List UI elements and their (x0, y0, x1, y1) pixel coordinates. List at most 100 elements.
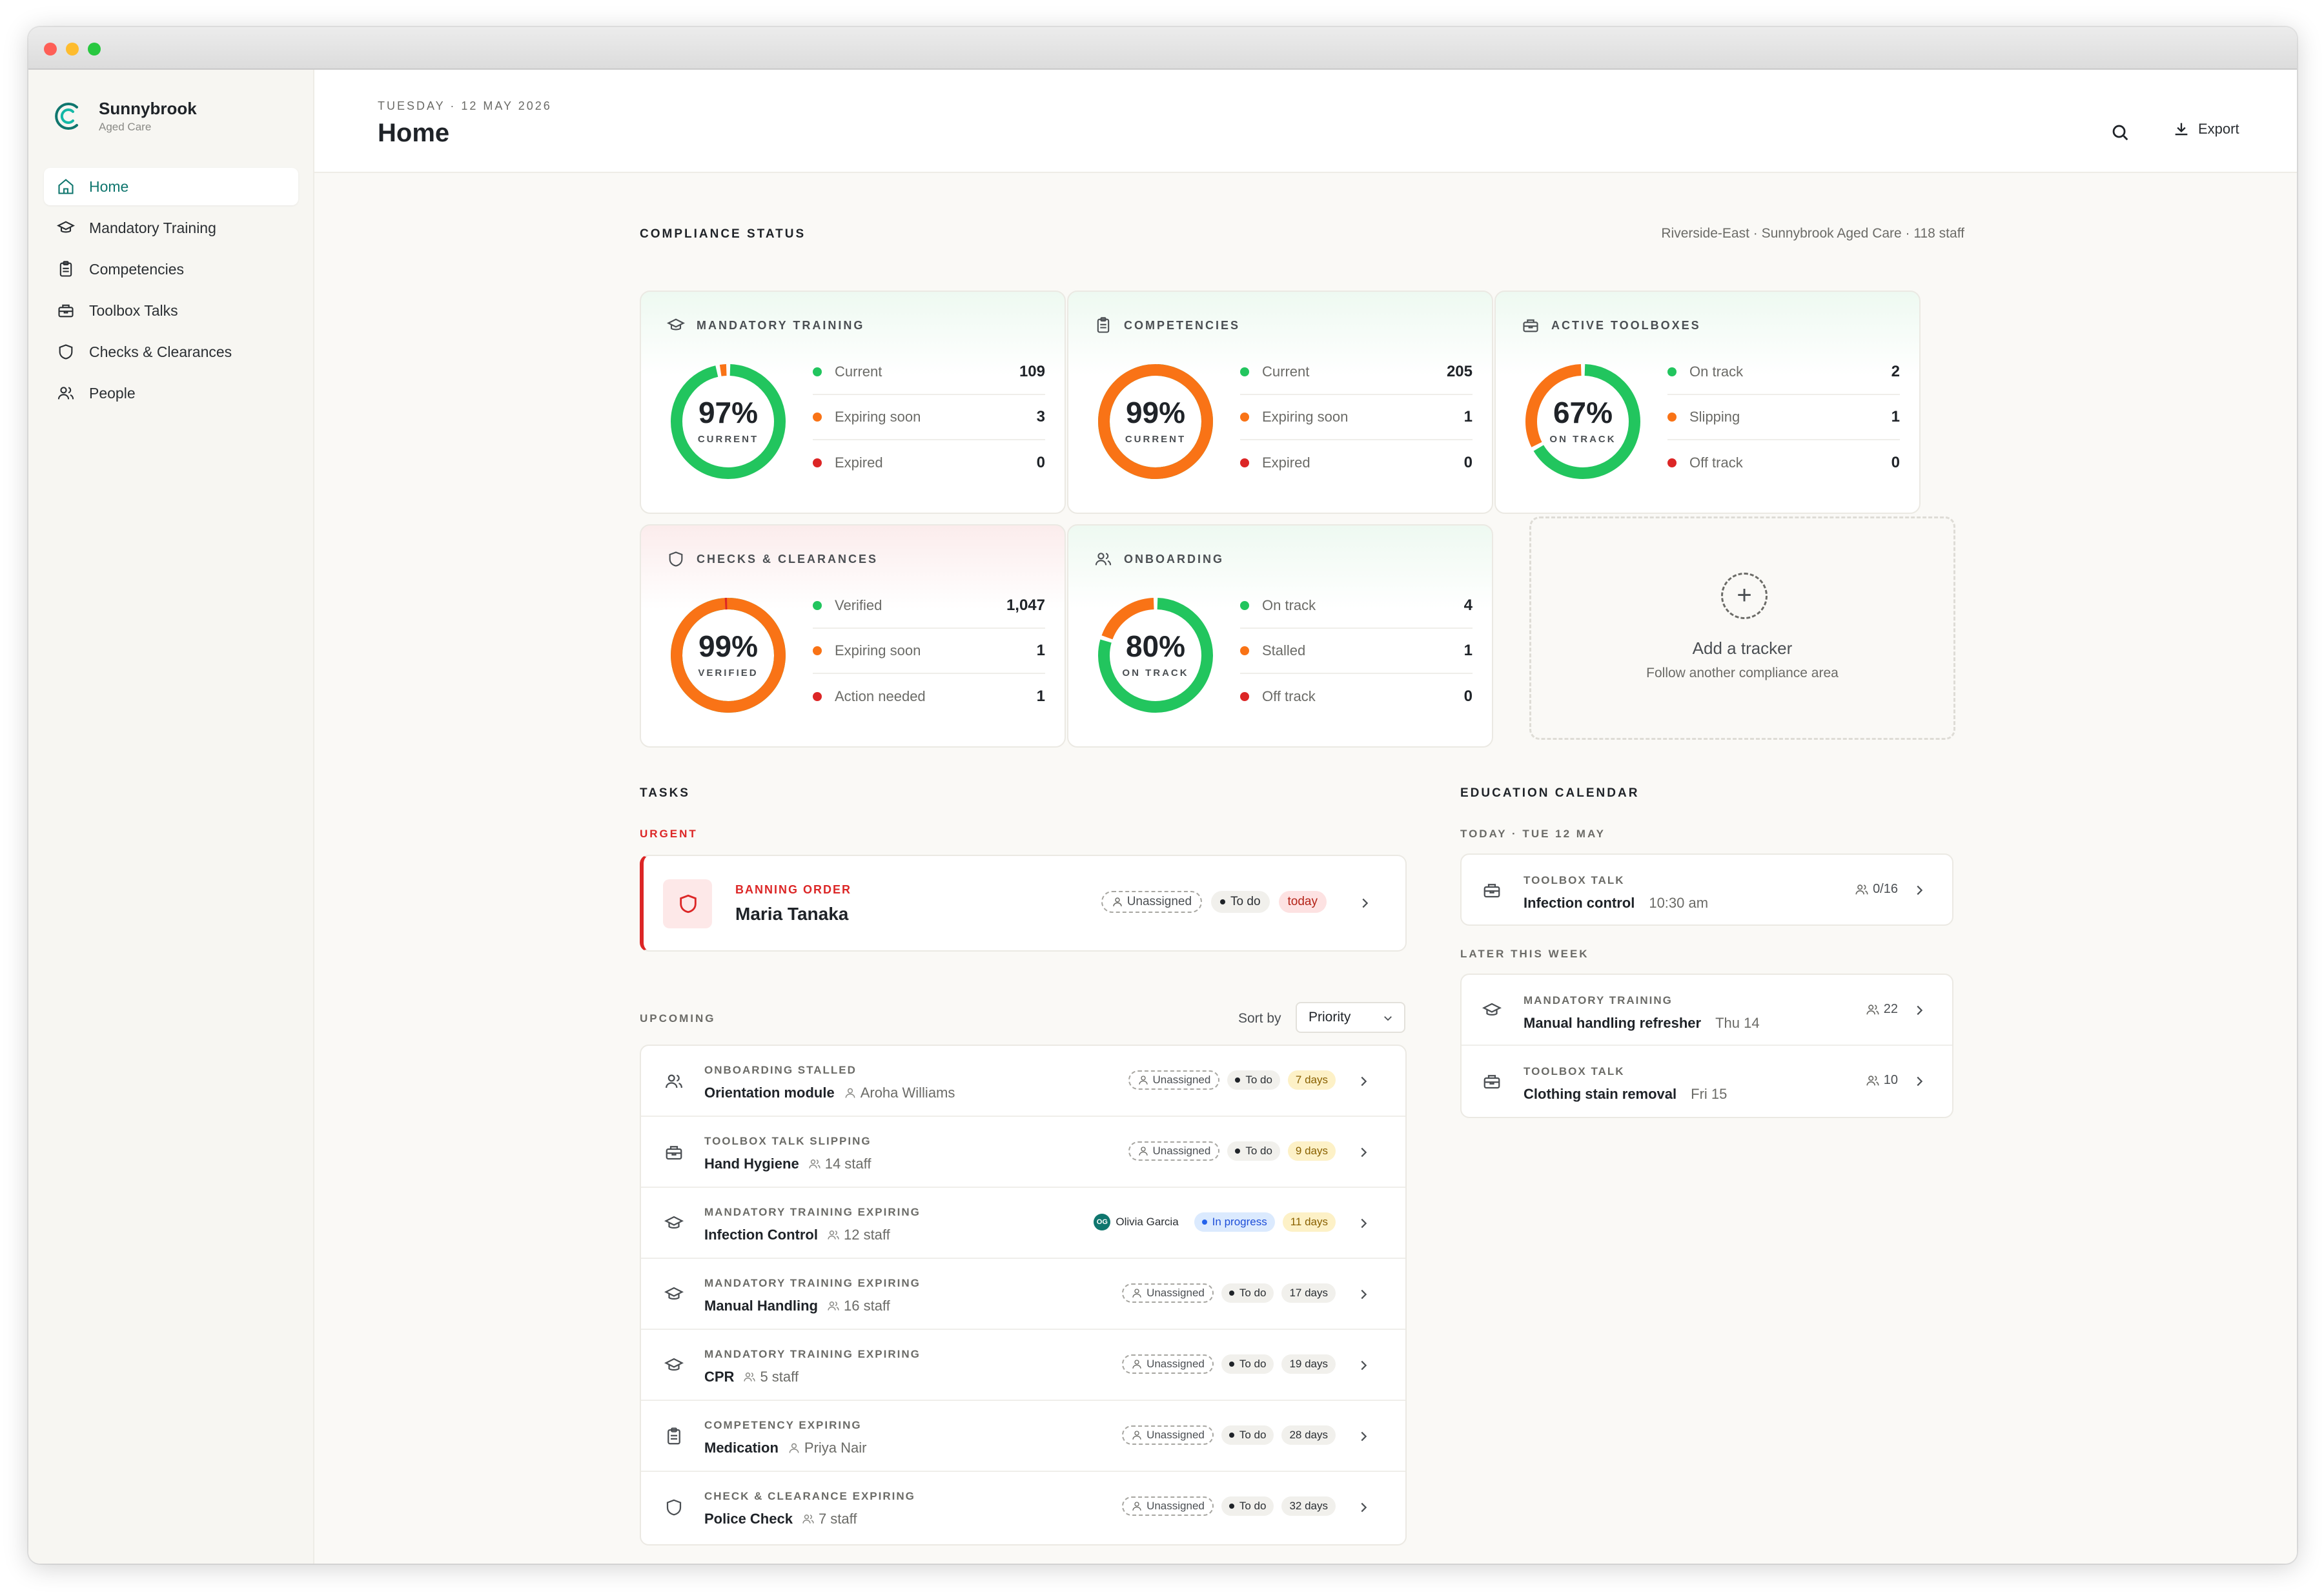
compliance-card[interactable]: ACTIVE TOOLBOXES 67% ON TRACK On track 2 S… (1494, 291, 1921, 514)
donut-current-arc (1525, 364, 1640, 479)
chevron-right-icon[interactable] (1356, 1429, 1371, 1444)
chevron-right-icon[interactable] (1356, 1216, 1371, 1230)
urgent-task-kind: BANNING ORDER (735, 883, 852, 896)
search-icon[interactable] (2109, 121, 2131, 143)
legend-label: Off track (1262, 688, 1316, 704)
assignee-chip[interactable]: Unassigned (1128, 1070, 1220, 1090)
assignee-chip[interactable]: Unassigned (1122, 1283, 1214, 1303)
due-chip: today (1278, 891, 1327, 913)
chevron-right-icon[interactable] (1912, 1003, 1926, 1017)
chevron-right-icon[interactable] (1356, 1074, 1371, 1088)
upcoming-task-list: ONBOARDING STALLED Orientation module Aro… (640, 1045, 1407, 1546)
compliance-context: Riverside-East · Sunnybrook Aged Care · … (1661, 226, 1964, 241)
page-date: TUESDAY · 12 MAY 2026 (378, 99, 552, 112)
graduation-cap-icon (664, 1216, 684, 1229)
task-row[interactable]: COMPETENCY EXPIRING Medication Priya Nair… (641, 1401, 1405, 1472)
chevron-right-icon[interactable] (1356, 1287, 1371, 1301)
zoom-window-button[interactable] (88, 43, 101, 56)
calendar-event[interactable]: TOOLBOX TALK Clothing stain removal Fri 1… (1462, 1046, 1952, 1117)
sidebar-item-label: Mandatory Training (89, 219, 216, 236)
legend-value: 0 (1036, 454, 1045, 471)
people-icon (809, 1159, 821, 1168)
task-meta-label: 7 staff (818, 1511, 857, 1527)
brand: Sunnybrook Aged Care (53, 99, 197, 134)
task-row[interactable]: MANDATORY TRAINING EXPIRING CPR 5 staff U… (641, 1330, 1405, 1401)
card-title-label: COMPETENCIES (1124, 318, 1241, 332)
minimize-window-button[interactable] (66, 43, 79, 56)
add-tracker-subtitle: Follow another compliance area (1646, 666, 1839, 680)
legend-value: 2 (1891, 363, 1900, 380)
sidebar-item-competencies[interactable]: Competencies (44, 250, 298, 288)
assignee-chip[interactable]: Unassigned (1122, 1354, 1214, 1374)
status-dot (813, 601, 822, 610)
sidebar-item-mandatory-training[interactable]: Mandatory Training (44, 209, 298, 247)
brand-subtitle: Aged Care (99, 121, 152, 133)
task-row[interactable]: CHECK & CLEARANCE EXPIRING Police Check 7… (641, 1472, 1405, 1543)
card-title-label: ACTIVE TOOLBOXES (1551, 318, 1701, 332)
sidebar-item-label: People (89, 384, 136, 402)
assignee-chip[interactable]: Unassigned (1122, 1496, 1214, 1516)
chevron-right-icon[interactable] (1358, 896, 1372, 910)
task-chips: Unassigned To do 28 days (1114, 1425, 1336, 1445)
legend-label: Expired (1262, 454, 1310, 471)
card-title-label: ONBOARDING (1124, 552, 1224, 566)
chevron-right-icon[interactable] (1356, 1500, 1371, 1515)
assignee-chip[interactable]: OG Olivia Garcia (1086, 1212, 1186, 1232)
urgent-icon-tile (663, 879, 712, 928)
compliance-card[interactable]: COMPETENCIES 99% CURRENT Current 205 Expir… (1067, 291, 1493, 514)
task-chips: OG Olivia Garcia In progress 11 days (1078, 1212, 1336, 1232)
task-row[interactable]: MANDATORY TRAINING EXPIRING Manual Handl… (641, 1259, 1405, 1330)
assignee-chip[interactable]: Unassigned (1101, 891, 1203, 913)
status-chip: To do (1227, 1141, 1280, 1161)
export-button[interactable]: Export (2172, 120, 2239, 138)
sort-select[interactable]: Priority (1296, 1002, 1405, 1033)
clipboard-icon (1097, 317, 1110, 333)
calendar-event[interactable]: TOOLBOX TALK Infection control 10:30 am 0… (1462, 855, 1952, 926)
person-icon (1112, 897, 1122, 906)
assignee-chip[interactable]: Unassigned (1128, 1141, 1220, 1161)
sidebar-item-label: Checks & Clearances (89, 343, 232, 360)
task-chips: Unassigned To do 19 days (1114, 1354, 1336, 1374)
donut-chart: 97% CURRENT (666, 359, 791, 484)
compliance-card[interactable]: CHECKS & CLEARANCES 99% VERIFIED Verifie… (640, 524, 1066, 748)
assignee-chip[interactable]: Unassigned (1122, 1425, 1214, 1445)
calendar-later-label: LATER THIS WEEK (1460, 948, 1589, 960)
donut-percent: 97% (698, 396, 759, 429)
task-row[interactable]: TOOLBOX TALK SLIPPING Hand Hygiene 14 sta… (641, 1117, 1405, 1188)
status-dot (813, 692, 822, 701)
compliance-card[interactable]: MANDATORY TRAINING 97% CURRENT Current 10… (640, 291, 1066, 514)
chevron-right-icon[interactable] (1356, 1358, 1371, 1373)
page-header: TUESDAY · 12 MAY 2026 Home Export (314, 70, 2297, 173)
legend-label: Expired (835, 454, 883, 471)
person-icon (1132, 1502, 1141, 1511)
sidebar-item-toolbox-talks[interactable]: Toolbox Talks (44, 292, 298, 329)
sidebar-item-home[interactable]: Home (44, 168, 298, 205)
compliance-card[interactable]: ONBOARDING 80% ON TRACK On track 4 Stalled… (1067, 524, 1493, 748)
status-chip: In progress (1194, 1212, 1275, 1232)
chevron-right-icon[interactable] (1912, 1074, 1926, 1088)
chevron-right-icon[interactable] (1356, 1145, 1371, 1159)
status-dot (813, 458, 822, 467)
event-kind: TOOLBOX TALK (1524, 1065, 1625, 1077)
event-when: 10:30 am (1649, 895, 1709, 911)
close-window-button[interactable] (44, 43, 57, 56)
legend-label: Expiring soon (835, 642, 921, 658)
calendar-today-card: TOOLBOX TALK Infection control 10:30 am 0… (1460, 853, 1953, 926)
task-row[interactable]: ONBOARDING STALLED Orientation module Aro… (641, 1046, 1405, 1117)
calendar-event[interactable]: MANDATORY TRAINING Manual handling refre… (1462, 975, 1952, 1046)
toolbox-icon (1483, 884, 1500, 898)
task-title: Manual Handling 16 staff (704, 1298, 890, 1314)
sidebar-item-checks-clearances[interactable]: Checks & Clearances (44, 333, 298, 371)
sidebar-item-people[interactable]: People (44, 374, 298, 412)
sidebar-item-label: Home (89, 178, 129, 195)
urgent-task-card[interactable]: BANNING ORDER Maria Tanaka Unassigned To… (640, 855, 1407, 952)
legend-label: Off track (1689, 454, 1743, 471)
add-tracker-card[interactable]: + Add a tracker Follow another complianc… (1529, 516, 1955, 740)
task-title: Infection Control 12 staff (704, 1227, 890, 1243)
chevron-right-icon[interactable] (1912, 883, 1926, 897)
shield-icon (680, 894, 697, 913)
donut-warning-arc (1098, 364, 1213, 479)
event-count: 0/16 (1873, 882, 1898, 896)
task-row[interactable]: MANDATORY TRAINING EXPIRING Infection Co… (641, 1188, 1405, 1259)
legend-row: Action needed 1 (813, 674, 1045, 719)
